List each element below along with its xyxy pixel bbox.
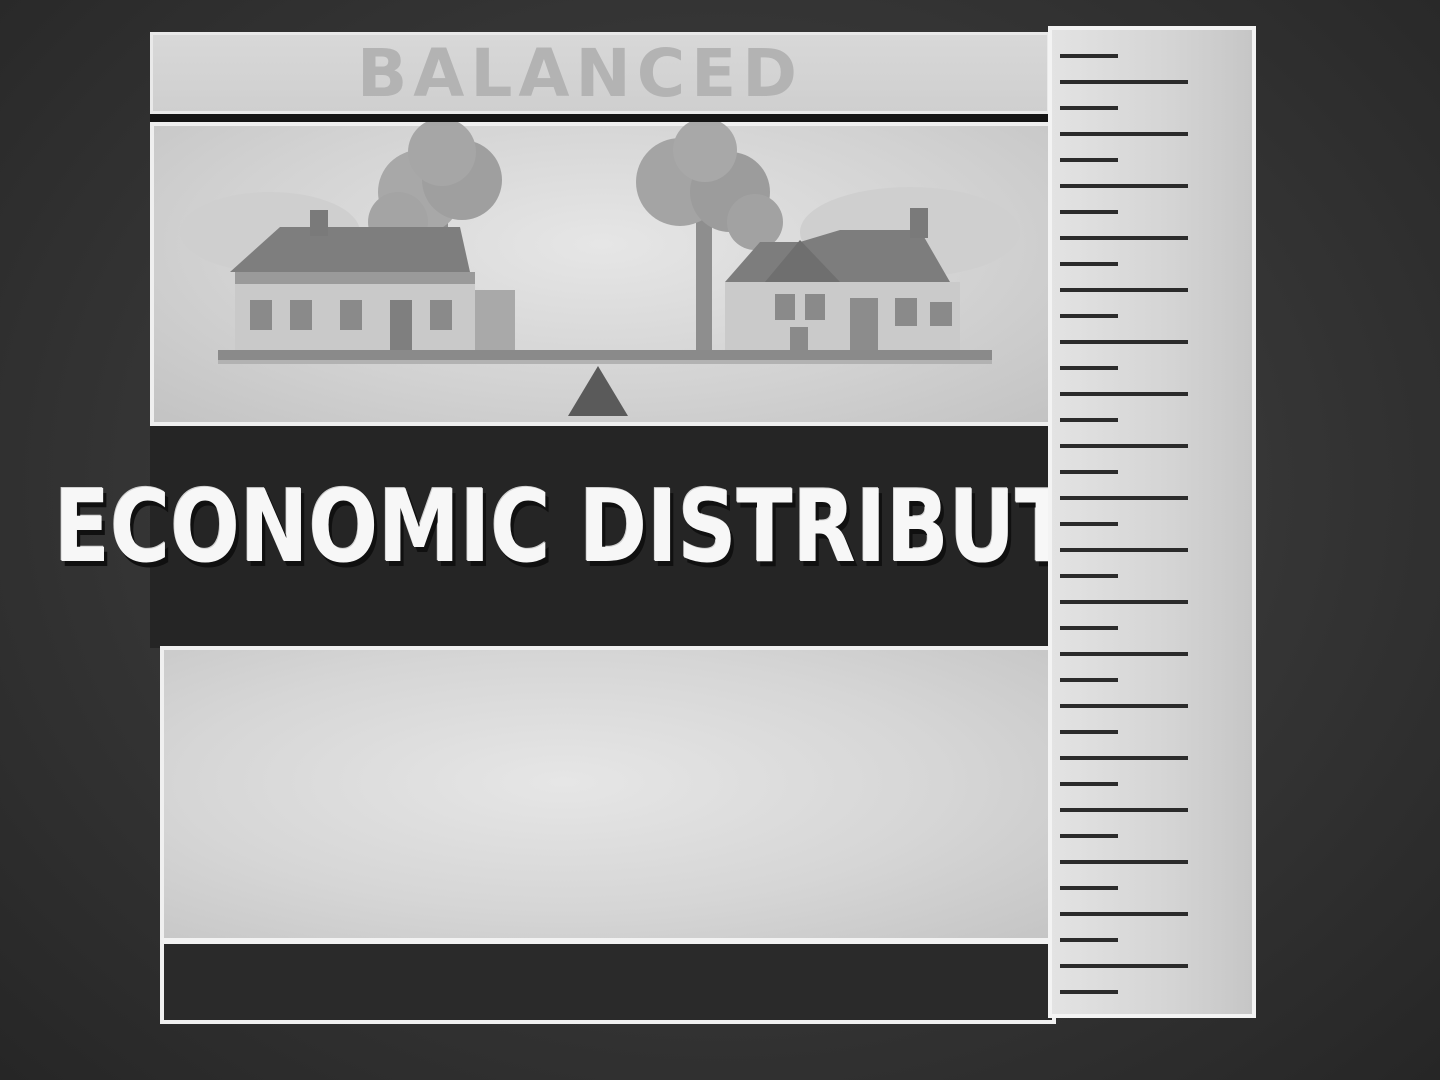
house-icon <box>725 208 960 352</box>
ruler-minor-tick <box>1060 626 1118 630</box>
lower-empty-panel <box>160 646 1056 944</box>
ruler-scale-icon <box>1048 26 1256 1018</box>
ruler-major-tick <box>1060 236 1188 240</box>
ruler-ticks <box>1060 54 1188 994</box>
ruler-major-tick <box>1060 600 1188 604</box>
ruler-minor-tick <box>1060 262 1118 266</box>
ruler-major-tick <box>1060 392 1188 396</box>
ruler-minor-tick <box>1060 366 1118 370</box>
ruler-major-tick <box>1060 808 1188 812</box>
ruler-minor-tick <box>1060 158 1118 162</box>
ruler-major-tick <box>1060 340 1188 344</box>
ruler-major-tick <box>1060 444 1188 448</box>
ruler-major-tick <box>1060 184 1188 188</box>
title-band <box>150 426 1055 648</box>
ruler-major-tick <box>1060 964 1188 968</box>
ruler-major-tick <box>1060 860 1188 864</box>
main-title: ECONOMIC DISTRIBUTION <box>54 468 1241 585</box>
ruler-major-tick <box>1060 912 1188 916</box>
ruler-minor-tick <box>1060 470 1118 474</box>
ruler-major-tick <box>1060 80 1188 84</box>
ruler-major-tick <box>1060 756 1188 760</box>
house-icon <box>230 210 515 352</box>
ruler-minor-tick <box>1060 886 1118 890</box>
ruler-major-tick <box>1060 496 1188 500</box>
ruler-minor-tick <box>1060 210 1118 214</box>
ruler-minor-tick <box>1060 54 1118 58</box>
top-plate-shadow <box>150 114 1050 122</box>
ruler-major-tick <box>1060 652 1188 656</box>
ruler-minor-tick <box>1060 990 1118 994</box>
balanced-scene <box>180 122 1020 416</box>
ruler-minor-tick <box>1060 314 1118 318</box>
ruler-minor-tick <box>1060 834 1118 838</box>
ruler-major-tick <box>1060 288 1188 292</box>
ruler-minor-tick <box>1060 418 1118 422</box>
ruler-major-tick <box>1060 548 1188 552</box>
ruler-major-tick <box>1060 704 1188 708</box>
tree-icon <box>636 122 783 352</box>
lower-panel-base <box>160 938 1056 1024</box>
ruler-minor-tick <box>1060 782 1118 786</box>
balanced-label: BALANCED <box>356 35 804 112</box>
balance-scale-icon <box>218 350 992 364</box>
fulcrum-icon <box>568 366 628 416</box>
ruler-minor-tick <box>1060 938 1118 942</box>
ruler-major-tick <box>1060 132 1188 136</box>
ruler-minor-tick <box>1060 730 1118 734</box>
ruler-minor-tick <box>1060 522 1118 526</box>
top-title-plate <box>150 32 1050 114</box>
ruler-minor-tick <box>1060 678 1118 682</box>
ruler-minor-tick <box>1060 574 1118 578</box>
ruler-minor-tick <box>1060 106 1118 110</box>
